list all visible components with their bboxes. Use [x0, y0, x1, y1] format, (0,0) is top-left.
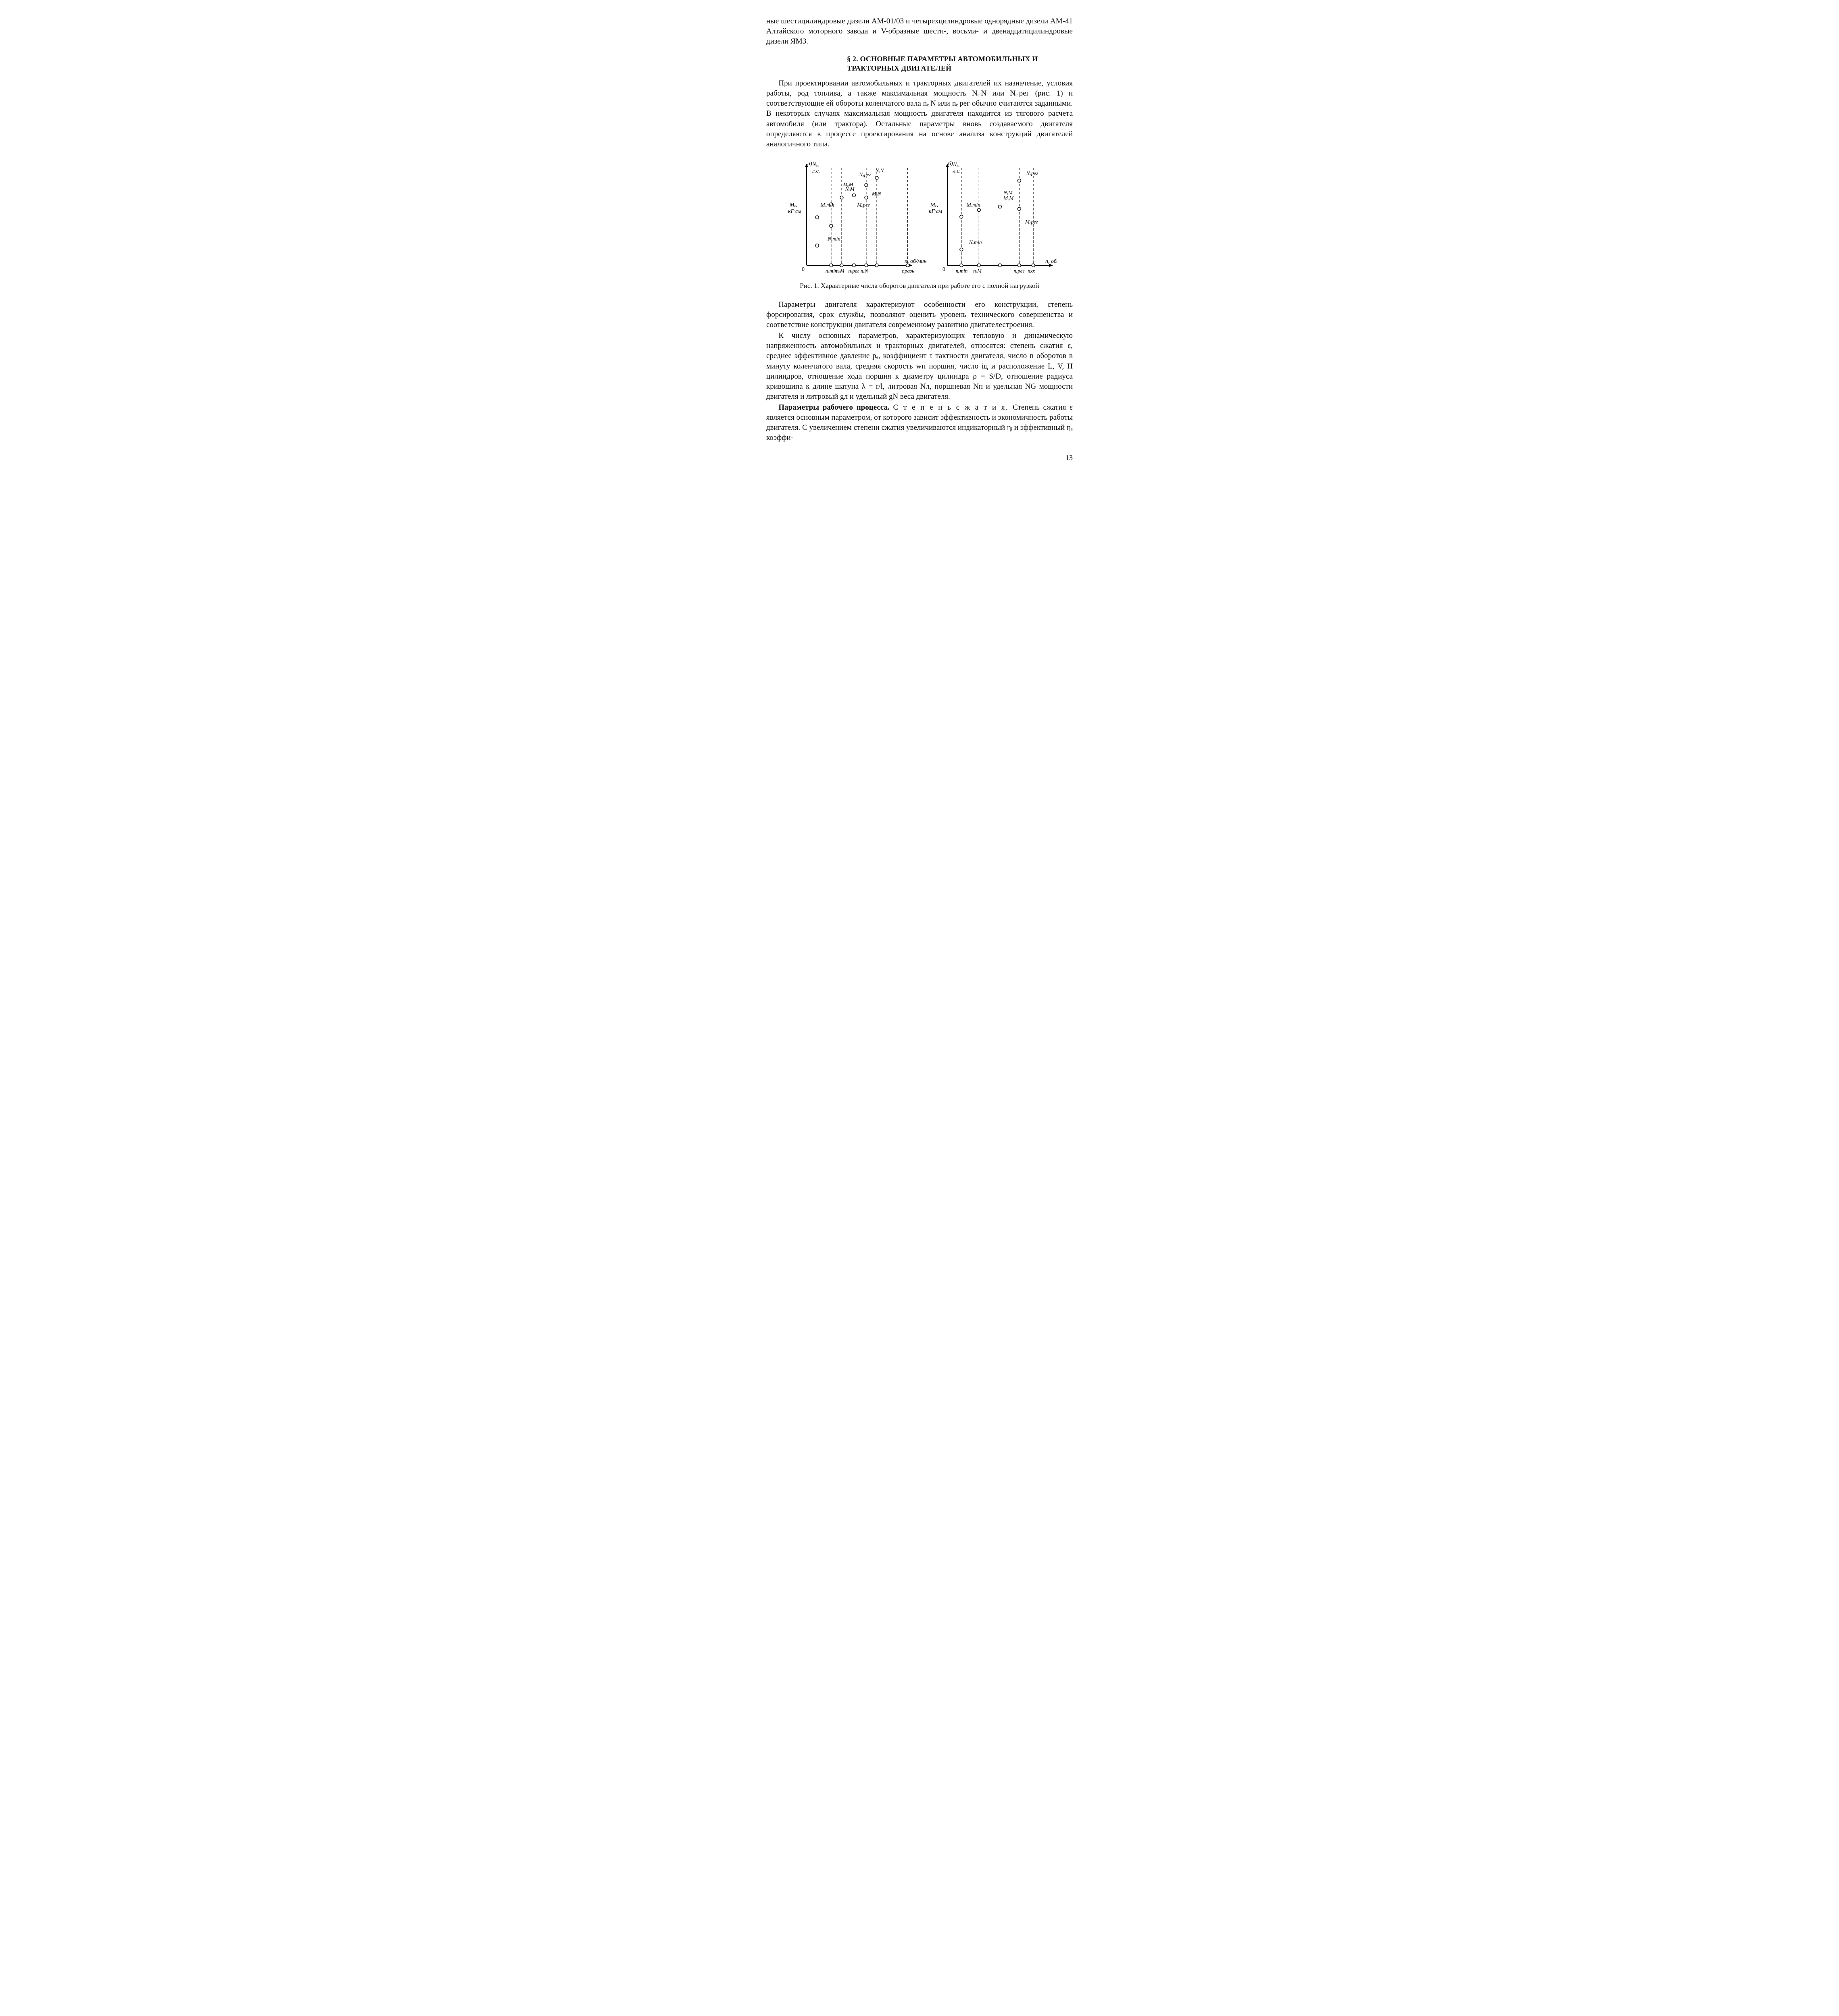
svg-text:nхх: nхх [1028, 268, 1035, 274]
svg-text:Mₑ,: Mₑ, [930, 202, 938, 208]
svg-text:nₑN: nₑN [861, 268, 869, 274]
svg-text:MₑM: MₑM [842, 181, 853, 187]
svg-text:NₑM: NₑM [1003, 189, 1013, 195]
svg-text:Nₑ,: Nₑ, [953, 162, 960, 168]
page-number: 13 [766, 453, 1073, 463]
svg-text:NₑN: NₑN [875, 167, 884, 173]
svg-text:а): а) [807, 161, 812, 167]
svg-text:nₑрег: nₑрег [848, 268, 859, 274]
svg-text:Nₑрег: Nₑрег [859, 171, 871, 177]
svg-text:nₑM: nₑM [836, 268, 845, 274]
svg-text:0: 0 [802, 267, 805, 273]
svg-text:MₑN: MₑN [872, 190, 882, 196]
svg-text:Nₑрег: Nₑрег [1026, 170, 1038, 176]
svg-text:Mₑmin: Mₑmin [820, 202, 834, 208]
paragraph-1: При проектировании автомобильных и тракт… [766, 78, 1073, 149]
figure-svg: 0а)Nₑ,л.с.Mₑ,кГ·смn, об/минnₑminnₑMnₑрег… [782, 156, 1057, 277]
paragraph-3: К числу основных параметров, характеризу… [766, 331, 1073, 402]
svg-text:Nₑmin: Nₑmin [969, 239, 982, 245]
figure-1: 0а)Nₑ,л.с.Mₑ,кГ·смn, об/минnₑminnₑMnₑрег… [766, 156, 1073, 277]
svg-text:nₑM: nₑM [973, 268, 982, 274]
svg-text:Mₑmin: Mₑmin [966, 202, 980, 208]
svg-text:Mₑрег: Mₑрег [1025, 219, 1038, 225]
svg-text:л.с.: л.с. [953, 168, 961, 174]
paragraph-4: Параметры рабочего процесса. С т е п е н… [766, 402, 1073, 443]
svg-text:л.с.: л.с. [812, 168, 820, 174]
svg-text:nₑmin: nₑmin [826, 268, 837, 274]
svg-text:nₑmin: nₑmin [956, 268, 967, 274]
svg-text:nₑрег: nₑрег [1013, 268, 1024, 274]
svg-text:кГ·см: кГ·см [788, 208, 801, 215]
paragraph-2: Параметры двигателя характеризуют особен… [766, 300, 1073, 330]
svg-text:кГ·см: кГ·см [929, 208, 942, 215]
svg-text:б): б) [948, 161, 953, 167]
section-heading: § 2. ОСНОВНЫЕ ПАРАМЕТРЫ АВТОМОБИЛЬНЫХ И … [847, 54, 1073, 73]
svg-text:n, об/мин: n, об/мин [1045, 258, 1057, 264]
para4-prefix: Параметры рабочего процесса. [778, 403, 893, 412]
svg-text:Nₑmin: Nₑmin [827, 235, 840, 242]
para4-runin: С т е п е н ь с ж а т и я. [893, 403, 1013, 412]
svg-text:nразн: nразн [902, 268, 915, 274]
svg-text:Mₑ,: Mₑ, [789, 202, 797, 208]
intro-paragraph: ные шестицилиндровые дизели АМ-01/03 и ч… [766, 16, 1073, 46]
svg-text:Nₑ,: Nₑ, [812, 162, 819, 168]
svg-text:0: 0 [942, 267, 945, 273]
svg-text:Mₑрег: Mₑрег [857, 202, 870, 208]
figure-caption: Рис. 1. Характерные числа оборотов двига… [790, 281, 1049, 290]
page: ные шестицилиндровые дизели АМ-01/03 и ч… [747, 0, 1092, 479]
svg-text:MₑM: MₑM [1003, 195, 1014, 201]
